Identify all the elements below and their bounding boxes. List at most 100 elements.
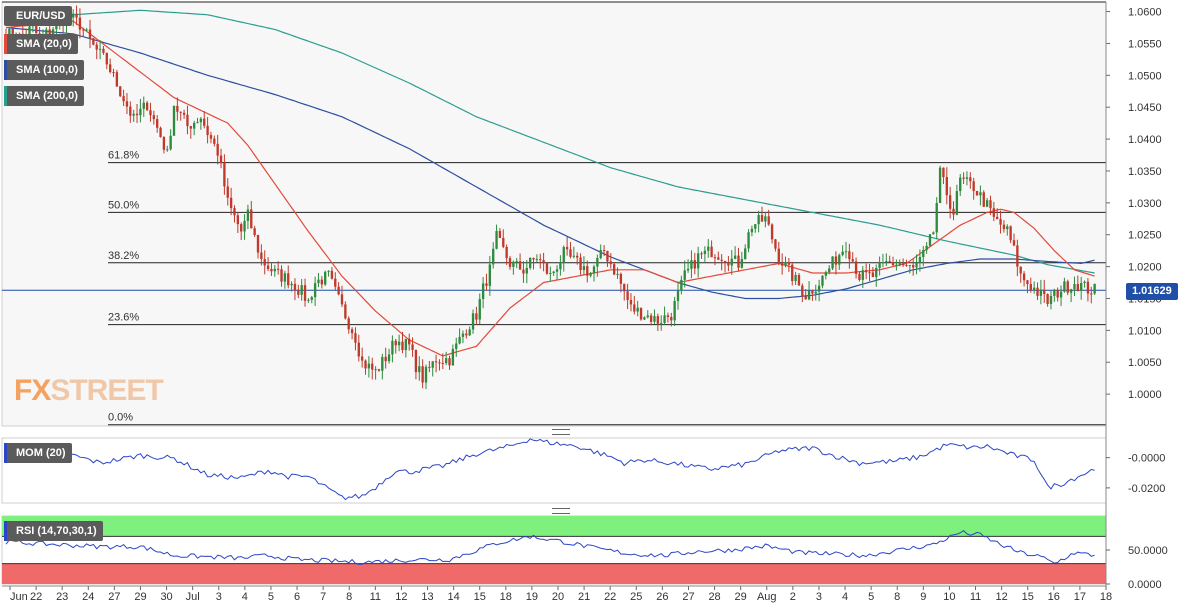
candle-body (51, 29, 55, 35)
candle-body (189, 126, 192, 129)
candle-body (468, 329, 471, 336)
fib-level-label: 61.8% (108, 150, 139, 162)
candle-body (364, 360, 367, 369)
candle-body (562, 247, 565, 263)
candle-body (1080, 283, 1083, 291)
candle-body (408, 338, 411, 345)
candle-body (1069, 289, 1073, 293)
candle-body (283, 273, 287, 282)
candle-body (320, 279, 324, 285)
candle-body (797, 274, 801, 286)
sma200-badge[interactable]: SMA (200,0) (4, 86, 84, 106)
candle-body (471, 313, 475, 330)
candle-body (102, 48, 105, 53)
x-tick-label: 3 (816, 591, 822, 603)
candle-body (680, 279, 683, 291)
x-tick-label: 8 (346, 591, 352, 603)
x-tick-label: 4 (842, 591, 848, 603)
candle-body (216, 143, 219, 156)
panel-resize-handle-rsi[interactable] (552, 508, 570, 514)
mom-label: MOM (20) (16, 447, 66, 459)
candle-body (528, 257, 532, 268)
candle-body (1086, 281, 1090, 294)
candle-body (162, 136, 166, 150)
candle-body (424, 366, 428, 383)
x-tick-label: 21 (578, 591, 590, 603)
candle-body (287, 273, 290, 286)
x-tick-label: 11 (970, 591, 981, 603)
candle-body (172, 105, 176, 136)
candle-body (811, 290, 814, 294)
x-tick-label: 5 (868, 591, 874, 603)
candle-body (310, 297, 313, 300)
candle-body (686, 268, 690, 271)
rsi-badge[interactable]: RSI (14,70,30,1) (4, 521, 103, 541)
candle-body (660, 322, 663, 324)
candle-body (1029, 284, 1032, 291)
x-tick-label: 25 (630, 591, 642, 603)
sma100-color-mark (4, 60, 7, 80)
candle-body (485, 283, 488, 286)
candle-body (683, 270, 686, 280)
candle-body (512, 261, 515, 267)
rsi-y-tick-label: 0.0000 (1128, 579, 1162, 591)
candle-body (186, 114, 189, 127)
candle-body (777, 248, 780, 264)
sma100-badge[interactable]: SMA (100,0) (4, 60, 84, 80)
candle-body (1002, 224, 1006, 230)
candle-body (673, 301, 676, 321)
candle-body (727, 262, 730, 266)
candle-body (737, 255, 740, 268)
candle-body (1032, 287, 1036, 291)
candle-body (45, 29, 48, 36)
x-tick-label: 29 (134, 591, 146, 603)
x-tick-label: 10 (943, 591, 955, 603)
candle-body (1006, 226, 1009, 230)
candle-body (552, 271, 555, 274)
candle-body (1009, 226, 1012, 241)
candle-body (912, 265, 915, 268)
x-tick-label: 7 (320, 591, 326, 603)
candle-body (928, 234, 932, 246)
candle-body (592, 266, 596, 274)
candle-body (250, 209, 253, 229)
candle-body (612, 264, 616, 275)
candle-body (740, 258, 744, 268)
x-tick-label: 24 (82, 591, 94, 603)
rsi-line (5, 529, 1095, 565)
candle-body (633, 304, 636, 312)
sma100-label: SMA (100,0) (16, 64, 78, 76)
candle-body (159, 127, 162, 137)
x-tick-label: 8 (894, 591, 900, 603)
candle-body (804, 295, 807, 300)
candle-body (948, 195, 952, 209)
candle-body (972, 181, 975, 192)
candle-body (35, 23, 38, 34)
candle-body (579, 257, 582, 271)
candle-body (518, 261, 522, 270)
x-tick-label: Jun (10, 591, 28, 603)
candle-body (1059, 291, 1063, 298)
candle-body (391, 340, 394, 355)
candle-body (801, 285, 804, 296)
candle-body (347, 318, 350, 330)
candle-body (122, 96, 125, 102)
candle-body (643, 317, 646, 320)
sma20-badge[interactable]: SMA (20,0) (4, 34, 78, 54)
candle-body (1066, 281, 1069, 293)
candle-body (236, 215, 240, 225)
x-tick-label: 11 (370, 591, 381, 603)
rsi-overbought-zone (2, 516, 1106, 537)
candle-body (1019, 266, 1022, 274)
x-tick-label: 2 (790, 591, 796, 603)
symbol-badge[interactable]: EUR/USD (4, 6, 72, 26)
mom-badge[interactable]: MOM (20) (4, 443, 72, 463)
candle-body (636, 307, 639, 312)
candle-body (192, 122, 196, 129)
candle-body (549, 273, 552, 275)
panel-resize-handle-mom[interactable] (552, 429, 570, 435)
candle-body (72, 13, 75, 18)
candle-body (82, 29, 85, 31)
y-tick-label: 1.0350 (1128, 166, 1162, 178)
